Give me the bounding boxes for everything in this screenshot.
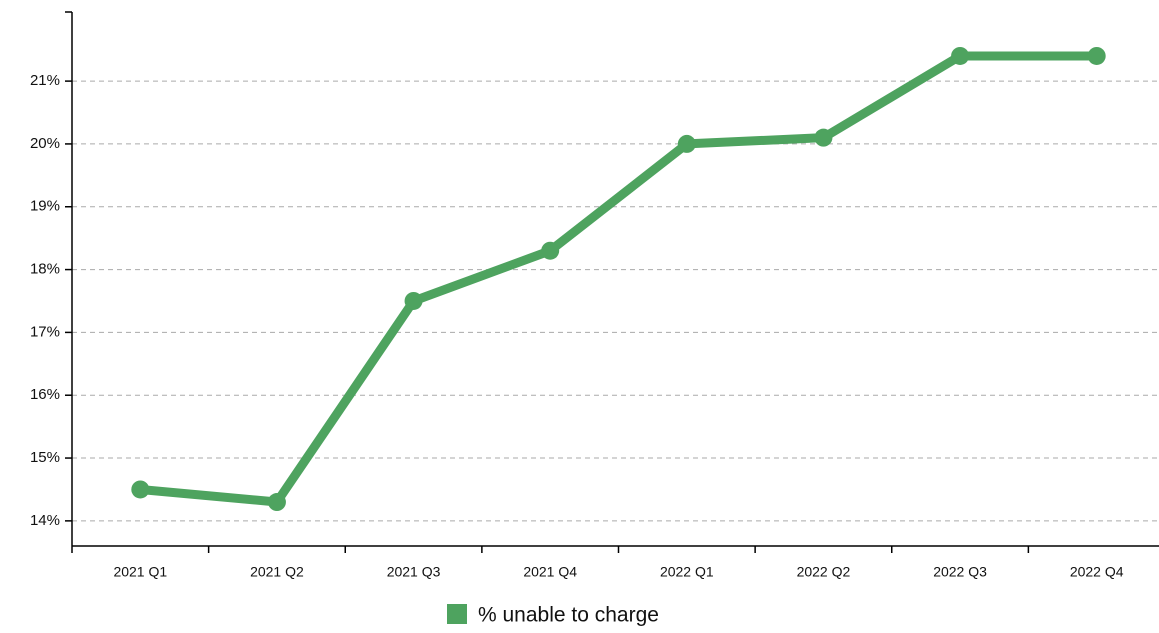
x-tick-label: 2021 Q1 (113, 564, 167, 580)
y-tick-label: 15% (30, 449, 60, 466)
point (951, 46, 970, 65)
point (267, 493, 286, 512)
x-tick-label: 2022 Q4 (1070, 564, 1124, 580)
x-tick-label: 2022 Q1 (660, 564, 714, 580)
y-tick-label: 16% (30, 386, 60, 403)
point (541, 241, 560, 260)
y-tick-label: 18% (30, 261, 60, 278)
point (814, 128, 833, 147)
line (139, 51, 1097, 507)
legend-label: % unable to charge (478, 604, 659, 627)
y-tick-label: 21% (30, 72, 60, 89)
y-tick-label: 14% (30, 512, 60, 529)
x-tick-label: 2022 Q3 (933, 564, 987, 580)
y-tick-label: 20% (30, 135, 60, 152)
point (131, 480, 150, 499)
x-tick-label: 2021 Q2 (250, 564, 304, 580)
point (1087, 46, 1106, 65)
legend-swatch (447, 604, 467, 624)
point (677, 134, 696, 153)
y-tick-label: 17% (30, 323, 60, 340)
y-tick-label: 19% (30, 198, 60, 215)
x-tick-label: 2022 Q2 (797, 564, 851, 580)
point (404, 291, 423, 310)
x-tick-label: 2021 Q4 (523, 564, 577, 580)
x-tick-label: 2021 Q3 (387, 564, 441, 580)
